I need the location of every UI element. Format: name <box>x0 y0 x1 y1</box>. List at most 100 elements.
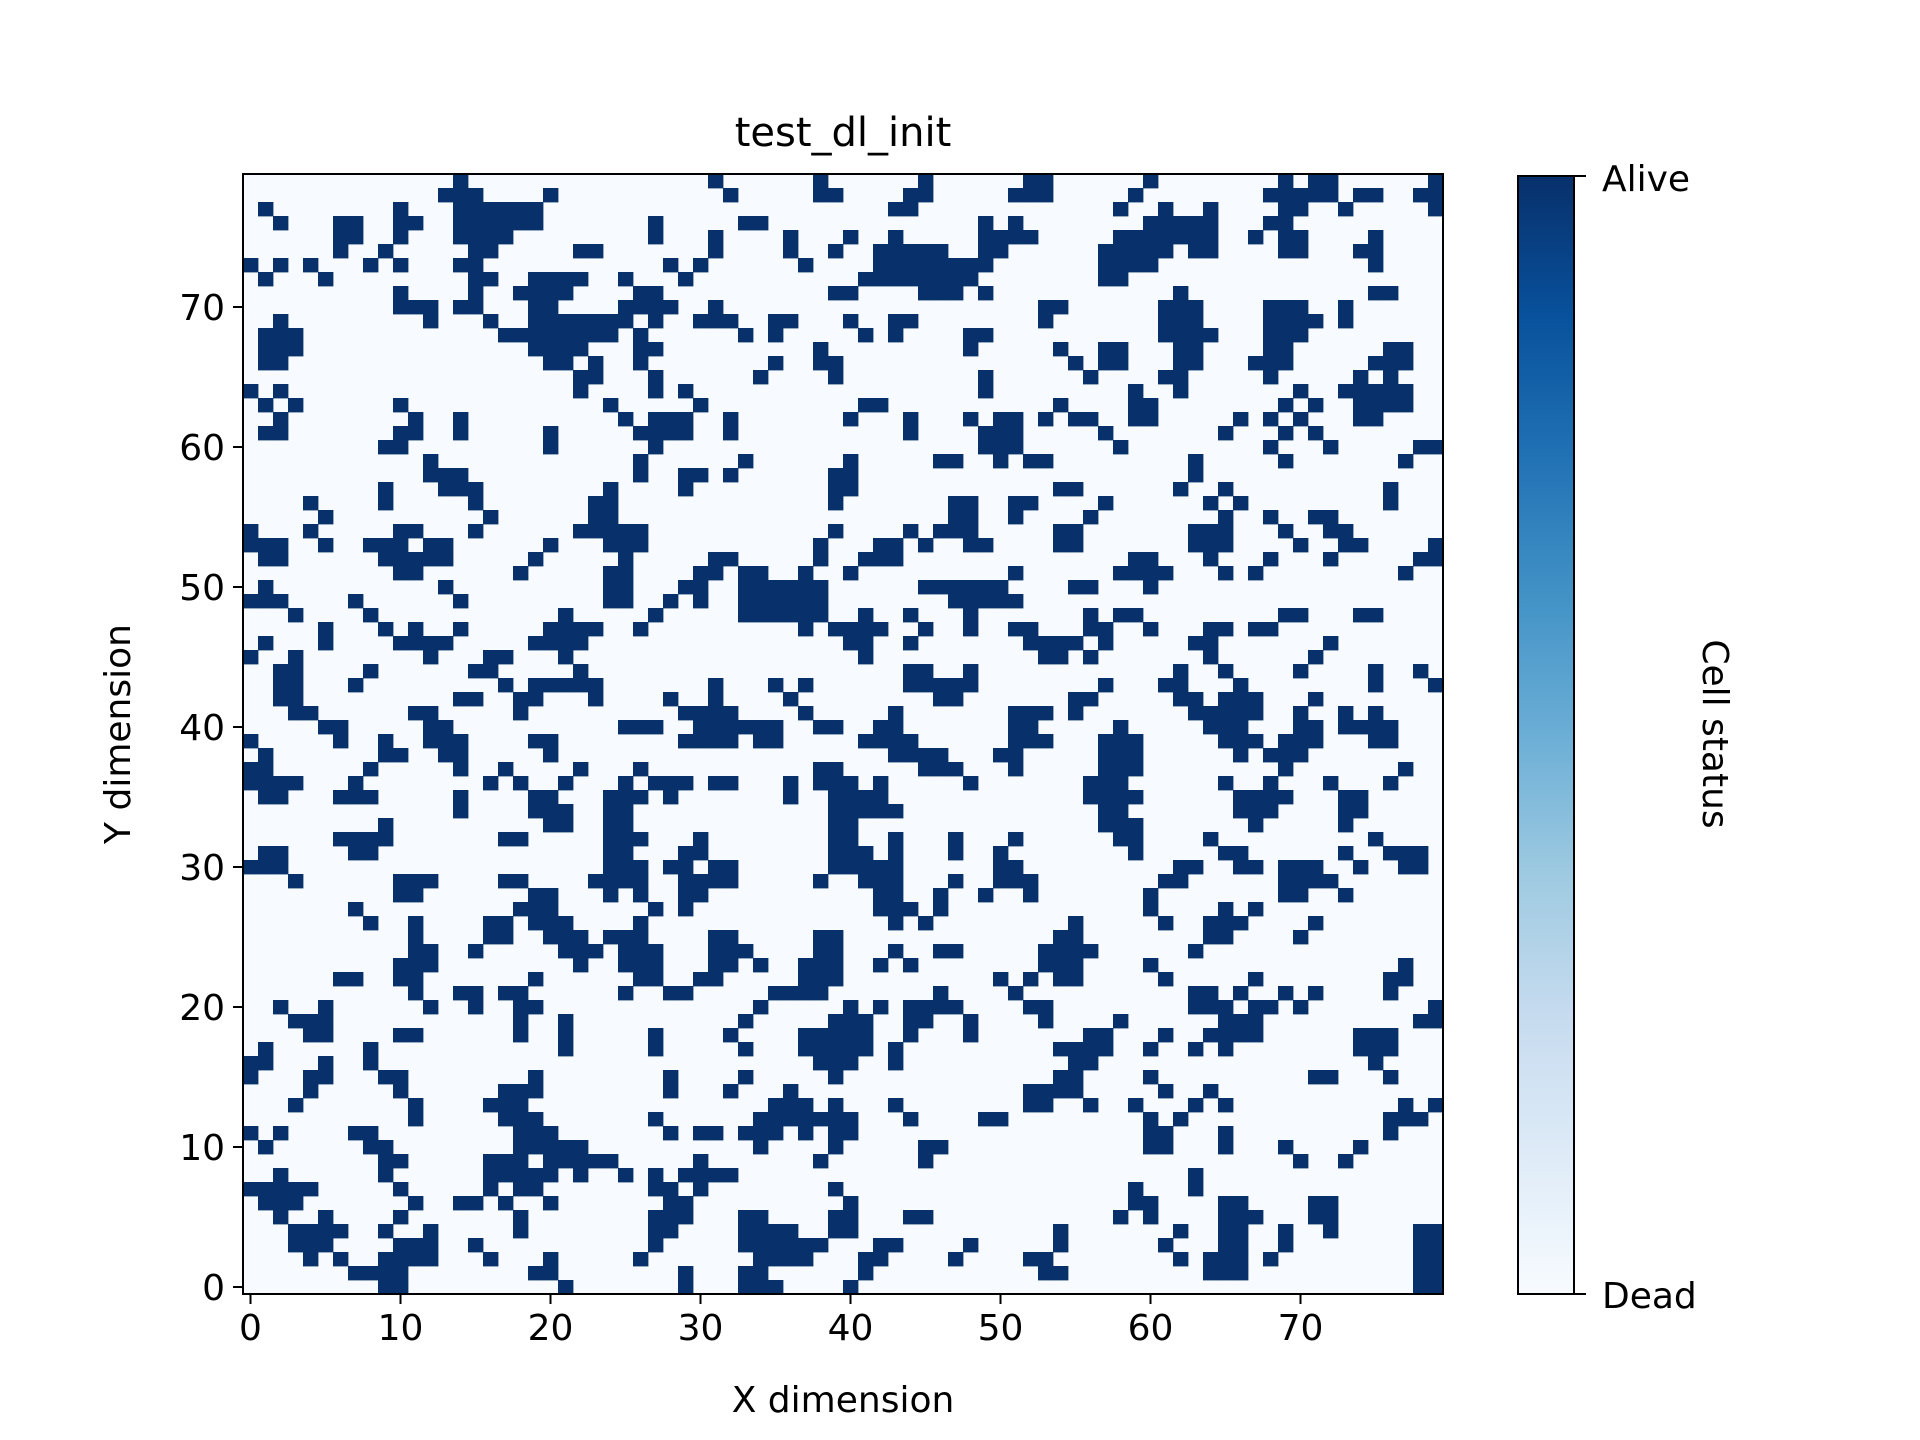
alive-cell <box>1338 202 1354 217</box>
alive-cell <box>1248 230 1264 245</box>
alive-cell <box>1263 1252 1279 1267</box>
alive-cell <box>738 1126 754 1141</box>
alive-cell <box>1218 1196 1234 1211</box>
x-tick-label: 60 <box>1128 1308 1174 1349</box>
alive-cell <box>963 608 979 623</box>
alive-cell <box>753 1000 769 1015</box>
alive-cell <box>1218 902 1234 917</box>
alive-cell <box>483 202 499 217</box>
alive-cell <box>1218 664 1234 679</box>
x-tick-label: 40 <box>828 1308 874 1349</box>
alive-cell <box>948 496 964 511</box>
alive-cell <box>813 720 829 735</box>
alive-cell <box>843 860 859 875</box>
alive-cell <box>678 1168 694 1183</box>
alive-cell <box>1278 762 1294 777</box>
alive-cell <box>1083 776 1099 791</box>
alive-cell <box>393 1252 409 1267</box>
alive-cell <box>483 664 499 679</box>
alive-cell <box>333 734 349 749</box>
alive-cell <box>543 734 559 749</box>
alive-cell <box>948 286 964 301</box>
alive-cell <box>273 692 289 707</box>
alive-cell <box>678 860 694 875</box>
alive-cell <box>903 1028 919 1043</box>
alive-cell <box>693 734 709 749</box>
alive-cell <box>603 818 619 833</box>
alive-cell <box>828 720 844 735</box>
alive-cell <box>1368 1042 1384 1057</box>
alive-cell <box>1278 398 1294 413</box>
alive-cell <box>423 1238 439 1253</box>
alive-cell <box>618 860 634 875</box>
alive-cell <box>288 1014 304 1029</box>
alive-cell <box>1023 720 1039 735</box>
alive-cell <box>588 944 604 959</box>
alive-cell <box>843 1112 859 1127</box>
alive-cell <box>903 748 919 763</box>
alive-cell <box>1293 1000 1309 1015</box>
alive-cell <box>588 524 604 539</box>
alive-cell <box>798 706 814 721</box>
alive-cell <box>618 552 634 567</box>
alive-cell <box>1383 734 1399 749</box>
alive-cell <box>708 720 724 735</box>
alive-cell <box>408 1098 424 1113</box>
alive-cell <box>1203 244 1219 259</box>
alive-cell <box>813 944 829 959</box>
alive-cell <box>1038 174 1054 189</box>
alive-cell <box>1023 972 1039 987</box>
alive-cell <box>873 790 889 805</box>
alive-cell <box>1188 524 1204 539</box>
alive-cell <box>543 272 559 287</box>
alive-cell <box>723 314 739 329</box>
alive-cell <box>783 580 799 595</box>
alive-cell <box>888 804 904 819</box>
alive-cell <box>1158 230 1174 245</box>
alive-cell <box>1203 524 1219 539</box>
alive-cell <box>648 440 664 455</box>
alive-cell <box>1263 804 1279 819</box>
alive-cell <box>408 1196 424 1211</box>
alive-cell <box>558 944 574 959</box>
alive-cell <box>828 496 844 511</box>
alive-cell <box>288 874 304 889</box>
alive-cell <box>468 496 484 511</box>
alive-cell <box>348 832 364 847</box>
alive-cell <box>258 1140 274 1155</box>
alive-cell <box>948 874 964 889</box>
alive-cell <box>318 1028 334 1043</box>
alive-cell <box>888 734 904 749</box>
alive-cell <box>1068 482 1084 497</box>
alive-cell <box>1218 692 1234 707</box>
alive-cell <box>603 846 619 861</box>
alive-cell <box>768 608 784 623</box>
alive-cell <box>543 804 559 819</box>
alive-cell <box>903 608 919 623</box>
alive-cell <box>303 258 319 273</box>
alive-cell <box>1128 1196 1144 1211</box>
alive-cell <box>1308 510 1324 525</box>
alive-cell <box>663 426 679 441</box>
alive-cell <box>468 230 484 245</box>
alive-cell <box>393 1238 409 1253</box>
alive-cell <box>1308 734 1324 749</box>
alive-cell <box>243 1126 259 1141</box>
alive-cell <box>1053 930 1069 945</box>
alive-cell <box>783 1084 799 1099</box>
alive-cell <box>1023 188 1039 203</box>
alive-cell <box>1053 538 1069 553</box>
alive-cell <box>1428 1280 1444 1295</box>
x-axis-label: X dimension <box>732 1380 955 1421</box>
alive-cell <box>258 202 274 217</box>
alive-cell <box>1023 1084 1039 1099</box>
alive-cell <box>738 566 754 581</box>
alive-cell <box>543 748 559 763</box>
alive-cell <box>738 328 754 343</box>
alive-cell <box>888 748 904 763</box>
alive-cell <box>1263 188 1279 203</box>
alive-cell <box>843 804 859 819</box>
alive-cell <box>318 538 334 553</box>
alive-cell <box>813 1112 829 1127</box>
alive-cell <box>1413 1280 1429 1295</box>
